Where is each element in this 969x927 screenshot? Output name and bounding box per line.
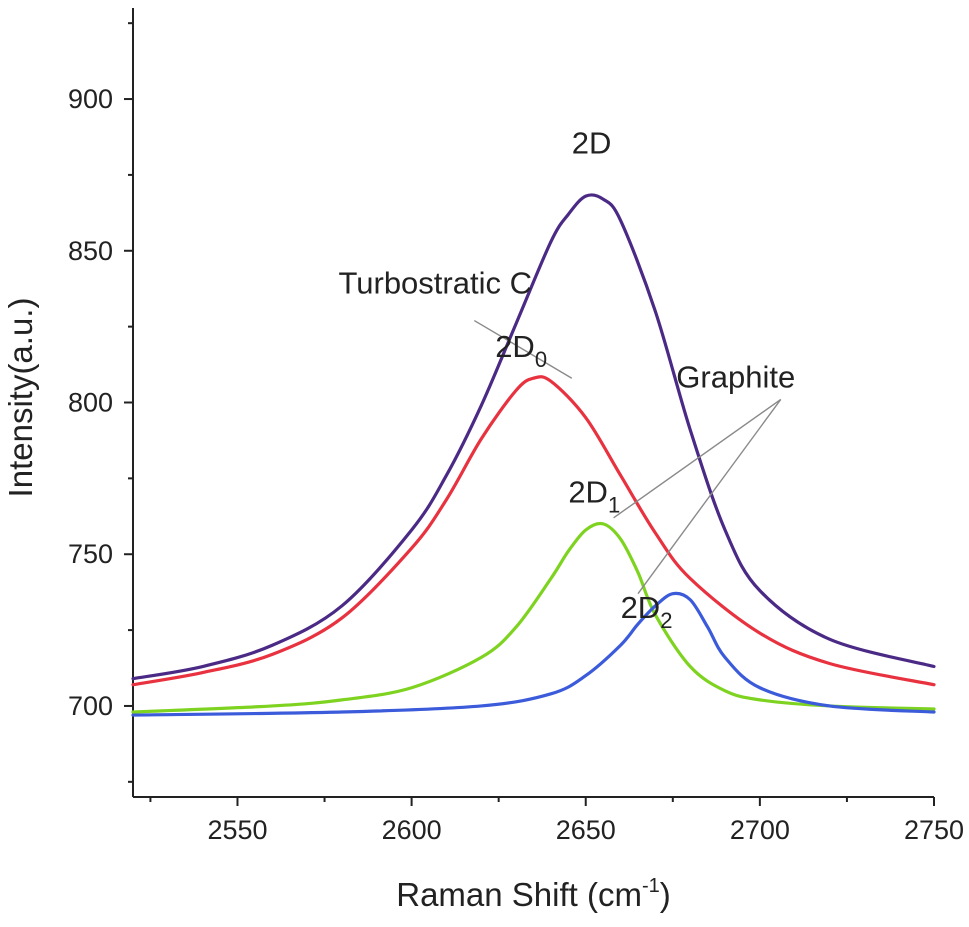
annotation-label: 2D — [572, 126, 612, 161]
y-tick-label: 750 — [68, 539, 113, 569]
y-tick-label: 800 — [68, 388, 113, 418]
x-axis-title: Raman Shift (cm-1) — [396, 875, 671, 913]
x-tick-label: 2650 — [556, 815, 616, 845]
annotations: 2D 2D0 2D1 2D2 Turbostratic C Graphite — [338, 126, 795, 633]
series-layer — [131, 193, 936, 717]
annotation-label: Graphite — [676, 359, 795, 394]
x-axis-title-sup: -1 — [642, 875, 660, 897]
y-tick-label: 850 — [68, 236, 113, 266]
leader-line — [613, 398, 782, 519]
x-axis-ticks: 2550 2600 2650 2700 2750 — [149, 797, 964, 845]
x-tick-label: 2550 — [207, 815, 267, 845]
leader-line — [637, 399, 782, 595]
x-tick-label: 2600 — [382, 815, 442, 845]
x-tick-label: 2700 — [730, 815, 790, 845]
annotation-label: 2D0 — [495, 329, 547, 372]
y-tick-label: 900 — [68, 84, 113, 114]
x-axis-title-close: ) — [660, 876, 671, 913]
leader-line — [473, 319, 573, 379]
y-tick-label: 700 — [68, 691, 113, 721]
series-line-2d — [131, 193, 936, 681]
x-axis-title-main: Raman Shift (cm — [396, 876, 642, 913]
series-line-2d0 — [131, 375, 936, 687]
x-tick-label: 2750 — [904, 815, 964, 845]
leader-lines — [473, 319, 782, 595]
annotation-label: Turbostratic C — [338, 265, 532, 300]
y-axis-ticks: 700 750 800 850 900 — [68, 22, 133, 783]
series-line-2d1 — [131, 521, 936, 714]
annotation-label: 2D1 — [568, 475, 620, 518]
series-line-2d2 — [131, 591, 936, 717]
annotation-label: 2D2 — [621, 590, 673, 633]
y-axis-title: Intensity(a.u.) — [2, 298, 39, 498]
plot-frame — [132, 8, 934, 798]
